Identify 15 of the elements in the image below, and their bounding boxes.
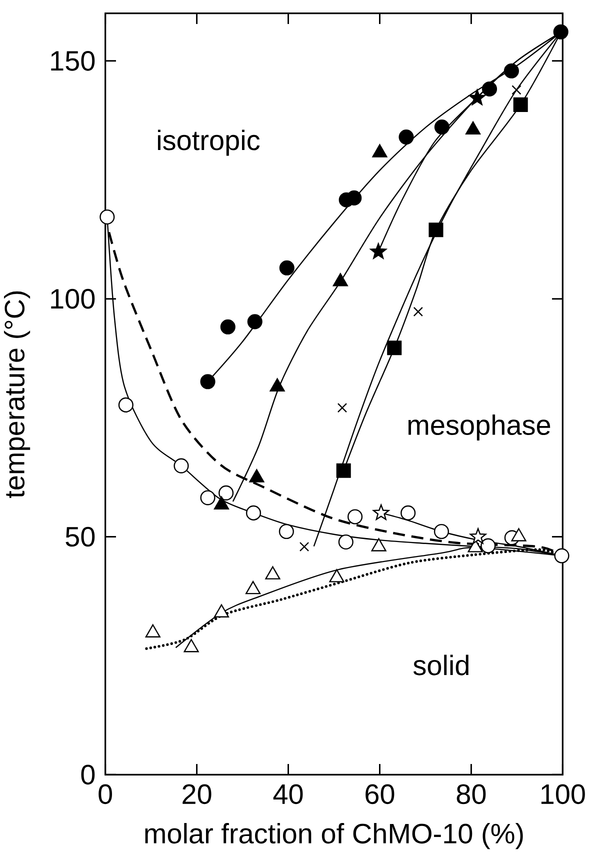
x-tick-label: 40	[273, 784, 303, 804]
annotation: solid	[413, 654, 468, 676]
annotation: isotropic	[158, 130, 260, 156]
x-tick-label: 100	[541, 784, 585, 804]
x-tick-label: 60	[366, 784, 394, 804]
y-tick-label: 150	[51, 50, 95, 71]
annotation: mesophase	[408, 414, 550, 441]
y-tick-label: 50	[66, 526, 95, 547]
x-axis-title: molar fraction of ChMO-10 (%)	[145, 823, 523, 850]
y-axis-title: temperature (°C)	[4, 291, 30, 498]
x-tick-label: 20	[182, 784, 212, 804]
y-tick-label: 0	[81, 764, 95, 785]
x-tick-label: 0	[98, 784, 112, 804]
y-tick-label: 100	[51, 288, 95, 309]
x-tick-label: 80	[456, 784, 486, 804]
